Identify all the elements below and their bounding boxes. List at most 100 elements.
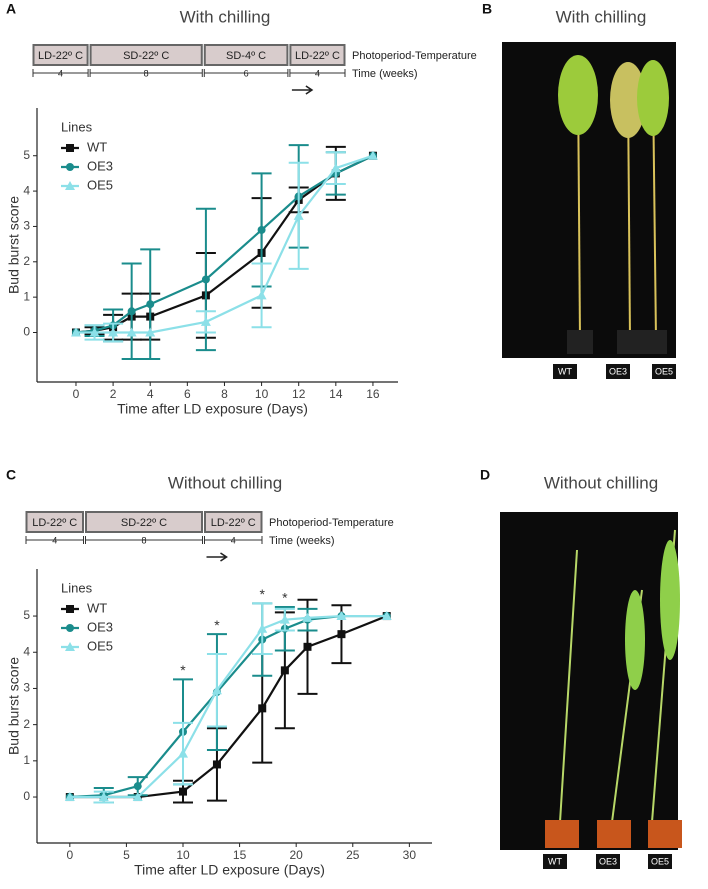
stage-box xyxy=(89,44,203,66)
legend-marker xyxy=(65,181,75,190)
chart-title: Without chilling xyxy=(168,473,282,492)
x-tick-label: 5 xyxy=(123,848,130,862)
row-label: Photoperiod-Temperature xyxy=(352,50,477,62)
marker xyxy=(336,611,347,621)
stage-box xyxy=(25,511,84,533)
panel-letter: A xyxy=(6,1,16,17)
legend-label: OE5 xyxy=(87,638,113,653)
legend-label: WT xyxy=(87,600,107,615)
legend-marker xyxy=(66,163,74,171)
marker xyxy=(256,290,267,300)
x-tick-label: 20 xyxy=(290,848,304,862)
series-line xyxy=(69,614,387,799)
marker xyxy=(146,300,155,309)
marker xyxy=(108,327,119,337)
marker xyxy=(381,611,392,621)
legend-marker xyxy=(66,144,74,152)
x-axis-title: Time after LD exposure (Days) xyxy=(117,401,308,417)
marker xyxy=(280,666,289,675)
x-tick-label: 6 xyxy=(184,387,191,401)
y-tick-label: 5 xyxy=(23,608,30,622)
panel-letter: C xyxy=(6,467,16,483)
stage-label: LD-22º C xyxy=(38,50,83,62)
week-label: 8 xyxy=(144,68,149,78)
marker xyxy=(200,316,211,326)
stage-label: SD-22º C xyxy=(121,517,167,529)
photo-label: WT xyxy=(548,856,562,866)
y-tick-label: 1 xyxy=(23,289,30,303)
label-box xyxy=(543,854,567,869)
x-tick-label: 30 xyxy=(403,848,417,862)
x-tick-label: 16 xyxy=(366,387,380,401)
marker xyxy=(293,210,304,220)
legend-title: Lines xyxy=(61,580,93,595)
marker xyxy=(279,614,290,624)
stage-label: SD-22º C xyxy=(123,50,169,62)
photo-label: OE3 xyxy=(599,856,617,866)
y-tick-label: 4 xyxy=(23,644,30,658)
chart-title: With chilling xyxy=(180,7,271,26)
row-label: Photoperiod-Temperature xyxy=(269,517,394,529)
pots xyxy=(545,820,682,848)
x-axis-title: Time after LD exposure (Days) xyxy=(134,862,325,878)
label-box xyxy=(652,364,676,379)
week-label: 4 xyxy=(231,535,236,545)
stage-box xyxy=(204,511,263,533)
legend-title: Lines xyxy=(61,119,93,134)
legend-label: OE3 xyxy=(87,158,113,173)
stage-label: SD-4º C xyxy=(226,50,266,62)
legend-label: WT xyxy=(87,139,107,154)
photo-label: OE5 xyxy=(655,366,673,376)
y-tick-label: 0 xyxy=(23,325,30,339)
x-tick-label: 4 xyxy=(147,387,154,401)
marker xyxy=(211,685,222,695)
label-box xyxy=(596,854,620,869)
week-label: 4 xyxy=(58,68,63,78)
series-line xyxy=(69,615,388,799)
y-tick-label: 3 xyxy=(23,681,30,695)
marker xyxy=(64,792,75,802)
photo-label: OE5 xyxy=(651,856,669,866)
x-tick-label: 15 xyxy=(233,848,247,862)
x-tick-label: 2 xyxy=(110,387,117,401)
x-tick-label: 10 xyxy=(255,387,269,401)
marker xyxy=(330,163,341,173)
marker xyxy=(367,150,378,160)
series-line xyxy=(75,154,374,334)
legend-marker xyxy=(66,624,74,632)
photo-label: OE3 xyxy=(609,366,627,376)
y-tick-label: 4 xyxy=(23,183,30,197)
marker xyxy=(257,623,268,633)
marker xyxy=(133,782,142,791)
significance-mark: * xyxy=(180,662,186,678)
stage-label: LD-22º C xyxy=(211,517,256,529)
label-box xyxy=(553,364,577,379)
series-line xyxy=(75,154,374,334)
x-tick-label: 0 xyxy=(73,387,80,401)
stage-label: LD-22º C xyxy=(295,50,340,62)
y-tick-label: 3 xyxy=(23,219,30,233)
legend-label: OE5 xyxy=(87,177,113,192)
legend-label: OE3 xyxy=(87,619,113,634)
week-label: 4 xyxy=(315,68,320,78)
marker xyxy=(98,792,109,802)
marker xyxy=(179,787,188,796)
marker xyxy=(212,760,221,769)
panel-letter: D xyxy=(480,467,490,483)
photo-title: Without chilling xyxy=(544,473,658,492)
x-tick-label: 14 xyxy=(329,387,343,401)
marker xyxy=(70,327,81,337)
marker xyxy=(89,327,100,337)
leaves xyxy=(558,55,669,138)
marker xyxy=(145,327,156,337)
x-tick-label: 0 xyxy=(66,848,73,862)
x-tick-label: 12 xyxy=(292,387,306,401)
leaves xyxy=(625,540,680,690)
stage-box xyxy=(289,44,346,66)
week-label: 8 xyxy=(141,535,146,545)
x-tick-label: 8 xyxy=(221,387,228,401)
legend-marker xyxy=(65,642,75,651)
label-box xyxy=(606,364,630,379)
y-axis-title: Bud burst score xyxy=(6,657,22,755)
